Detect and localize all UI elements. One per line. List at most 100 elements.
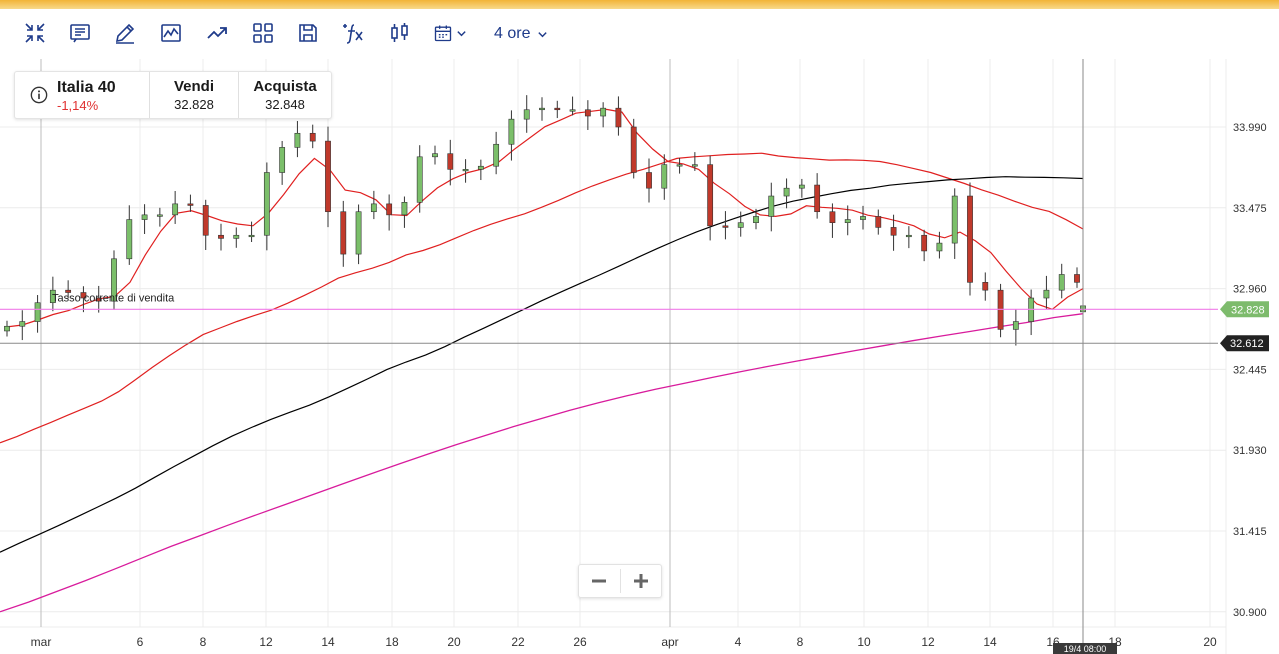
x-tick-label: 20 <box>447 635 461 649</box>
candle-up <box>156 214 163 217</box>
candle-down <box>95 297 102 302</box>
sell-label: Vendi <box>173 78 214 95</box>
candle-up <box>34 302 41 322</box>
chart-notes-icon[interactable] <box>66 19 94 47</box>
candle-down <box>646 172 652 189</box>
crosshair-time-shape <box>1053 643 1117 654</box>
calendar-icon[interactable] <box>430 19 470 47</box>
x-tick-label: 12 <box>259 635 273 649</box>
candle-up <box>416 156 423 203</box>
chart-area[interactable]: mar 6 8 12 14 18 20 22 26 apr 4 8 10 12 14 16 18 20 33.990… <box>0 59 1279 654</box>
candle-down <box>967 195 973 283</box>
zoom-in-button[interactable] <box>621 565 661 597</box>
candlestick-icon[interactable] <box>386 19 414 47</box>
candle-down <box>340 211 347 255</box>
ma-line-ma_medium <box>0 152 1084 444</box>
y-tick-label: 33.990 <box>1233 122 1267 134</box>
candle-up <box>783 187 790 197</box>
divider <box>620 569 621 593</box>
x-tick-label: 22 <box>511 635 525 649</box>
crosshair-price-badge: 32.612 <box>1220 335 1269 352</box>
candle-up <box>936 242 943 252</box>
candle-up <box>355 211 362 255</box>
sell-price: 32.828 <box>174 97 214 112</box>
sell-line-label: Tasso corrente di vendita <box>52 292 175 304</box>
chevron-down-icon <box>457 30 466 36</box>
draw-pencil-icon[interactable] <box>111 19 139 47</box>
candle-up <box>126 219 133 260</box>
layout-grid-icon[interactable] <box>249 19 277 47</box>
candle-up <box>370 203 377 213</box>
candle-up <box>951 195 958 244</box>
x-tick-label: 14 <box>983 635 997 649</box>
y-tick-label: 31.415 <box>1233 526 1267 538</box>
x-tick-label: 14 <box>321 635 335 649</box>
chart-toolbar: 4 ore <box>0 9 1279 59</box>
sell-badge-text: 32.828 <box>1231 304 1265 316</box>
candle-down <box>829 211 836 224</box>
candle-up <box>860 216 866 220</box>
candle-down <box>202 205 209 236</box>
candle-up <box>661 164 668 189</box>
indicators-fx-icon[interactable] <box>340 19 368 47</box>
buy-button[interactable]: Acquista 32.848 <box>239 72 331 118</box>
x-tick-label: 10 <box>857 635 871 649</box>
candle-up <box>508 118 515 145</box>
collapse-icon[interactable] <box>21 19 49 47</box>
x-axis-labels: mar 6 8 12 14 18 20 22 26 apr 4 8 10 12 14 16 18 20 <box>31 635 1217 649</box>
chart-type-icon[interactable] <box>157 19 185 47</box>
candle-down <box>584 109 591 117</box>
y-axis-labels: 33.990 33.475 32.960 32.445 31.930 31.415 30.9… <box>1233 122 1267 619</box>
zoom-controls <box>578 564 662 598</box>
candle-up <box>19 321 26 327</box>
instrument-change: -1,14% <box>57 98 99 113</box>
candle-up <box>493 143 500 167</box>
candle-down <box>875 216 882 228</box>
save-icon[interactable] <box>294 19 322 47</box>
minus-icon <box>592 579 606 583</box>
candle-down <box>982 282 989 291</box>
candle-down <box>707 164 714 227</box>
x-tick-label: 12 <box>921 635 935 649</box>
candle-down <box>218 234 224 239</box>
candle-down <box>65 289 72 293</box>
zoom-out-button[interactable] <box>579 565 619 597</box>
candle-down <box>309 132 316 142</box>
instrument-card: Italia 40 -1,14% Vendi 32.828 Acquista 3… <box>14 71 332 119</box>
candle-up <box>737 222 744 228</box>
y-tick-label: 30.900 <box>1233 607 1267 619</box>
candle-down <box>80 292 87 299</box>
candle-up <box>768 195 775 217</box>
candle-up <box>844 219 851 224</box>
y-tick-label: 31.930 <box>1233 445 1267 457</box>
candle-down <box>921 234 928 252</box>
ma-line-ma_short <box>6 108 1084 328</box>
candle-up <box>523 109 530 120</box>
timeframe-selector[interactable]: 4 ore <box>494 23 548 45</box>
sell-button[interactable]: Vendi 32.828 <box>150 72 238 118</box>
divider <box>149 72 150 118</box>
y-tick-label: 32.960 <box>1233 284 1267 296</box>
candle-up <box>141 214 148 220</box>
x-tick-label: apr <box>661 635 678 649</box>
candle-up <box>263 172 270 236</box>
price-chart[interactable]: mar 6 8 12 14 18 20 22 26 apr 4 8 10 12 14 16 18 2033.990… <box>0 59 1279 654</box>
info-icon[interactable] <box>30 86 48 104</box>
timeframe-label: 4 ore <box>494 25 531 42</box>
trend-icon[interactable] <box>203 19 231 47</box>
candle-up <box>233 234 240 239</box>
x-tick-label: 8 <box>797 635 804 649</box>
candle-up <box>905 234 912 238</box>
candle-down <box>890 227 897 236</box>
x-tick-label: 6 <box>137 635 144 649</box>
candle-down <box>554 107 561 111</box>
crosshair-time-badge: 19/4 08:00 <box>1053 643 1117 654</box>
plus-icon <box>634 574 648 588</box>
candle-up <box>798 184 805 189</box>
divider <box>238 72 239 118</box>
candle-up <box>477 165 484 170</box>
y-tick-label: 32.445 <box>1233 364 1267 376</box>
moving-averages <box>0 108 1084 613</box>
candle-down <box>325 140 331 213</box>
candle-up <box>1012 321 1019 330</box>
